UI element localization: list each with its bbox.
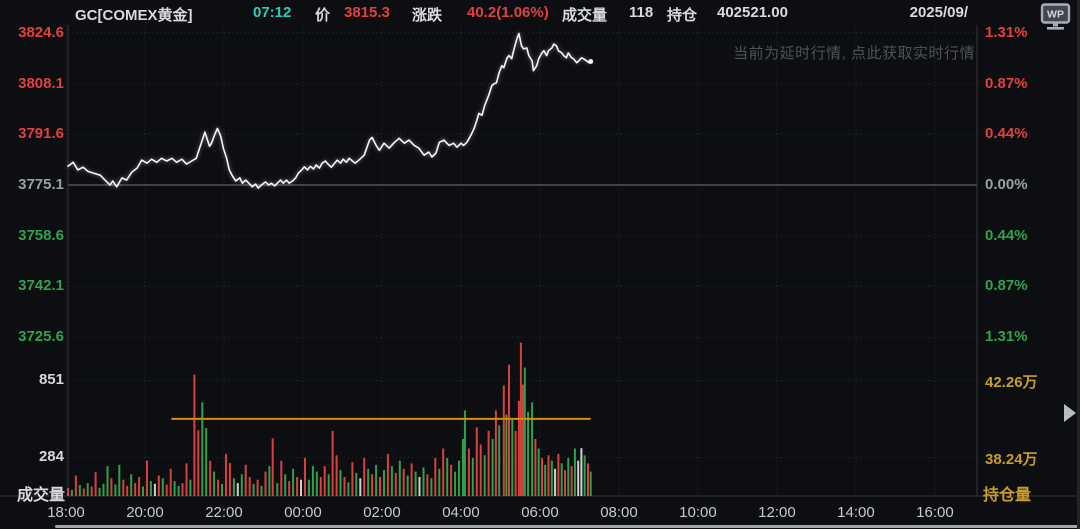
panel-expand-icon[interactable] <box>1064 404 1076 422</box>
open-interest-value: 402521.00 <box>717 4 788 21</box>
pct-tick-label: 1.31% <box>985 328 1028 346</box>
pct-tick-label: 1.31% <box>985 23 1028 41</box>
oi-tick-label: 42.26万 <box>985 374 1038 392</box>
volume-value: 118 <box>629 4 654 21</box>
oi-tick-label: 38.24万 <box>985 451 1038 469</box>
symbol-name: GC[COMEX黄金] <box>75 7 193 24</box>
price-tick-label: 3791.6 <box>18 125 64 143</box>
right-edge-track <box>1077 0 1080 529</box>
time-tick-label: 16:00 <box>916 504 954 521</box>
open-interest-label: 持仓 <box>667 7 698 24</box>
delayed-quote-notice[interactable]: 当前为延时行情, 点此获取实时行情 <box>733 45 975 62</box>
time-tick-label: 08:00 <box>600 504 638 521</box>
bottom-scrollbar[interactable] <box>55 525 1080 528</box>
quote-time: 07:12 <box>253 4 292 21</box>
price-tick-label: 3742.1 <box>18 277 64 295</box>
volume-label: 成交量 <box>562 7 608 24</box>
price-tick-label: 3775.1 <box>18 176 64 193</box>
wp-logo-icon[interactable]: WP <box>1039 3 1073 31</box>
time-tick-label: 20:00 <box>126 504 164 521</box>
date-label: 2025/09/ <box>909 4 968 21</box>
pct-tick-label: 0.44% <box>985 125 1028 143</box>
change-label: 涨跌 <box>412 7 443 24</box>
pct-tick-label: 0.87% <box>985 74 1028 92</box>
time-tick-label: 12:00 <box>758 504 796 521</box>
price-label: 价 <box>315 7 331 24</box>
price-tick-label: 3758.6 <box>18 226 64 244</box>
price-tick-label: 3808.1 <box>18 74 64 92</box>
time-tick-label: 14:00 <box>837 504 875 521</box>
price-tick-label: 3824.6 <box>18 23 64 41</box>
time-tick-label: 00:00 <box>284 504 322 521</box>
oi-pane-label: 持仓量 <box>983 487 1032 504</box>
time-tick-label: 22:00 <box>205 504 243 521</box>
time-tick-label: 18:00 <box>47 504 85 521</box>
volume-pane-label: 成交量 <box>17 487 66 504</box>
volume-tick-label: 851 <box>38 371 64 389</box>
price-value: 3815.3 <box>344 4 390 21</box>
time-tick-label: 02:00 <box>363 504 401 521</box>
pct-tick-label: 0.87% <box>985 277 1028 295</box>
price-tick-label: 3725.6 <box>18 328 64 346</box>
change-value: 40.2(1.06%) <box>467 4 549 21</box>
time-tick-label: 06:00 <box>521 504 559 521</box>
pct-tick-label: 0.44% <box>985 226 1028 244</box>
pct-tick-label: 0.00% <box>985 176 1028 193</box>
time-tick-label: 10:00 <box>679 504 717 521</box>
volume-tick-label: 284 <box>38 448 64 466</box>
svg-text:WP: WP <box>1047 9 1064 21</box>
time-tick-label: 04:00 <box>442 504 480 521</box>
